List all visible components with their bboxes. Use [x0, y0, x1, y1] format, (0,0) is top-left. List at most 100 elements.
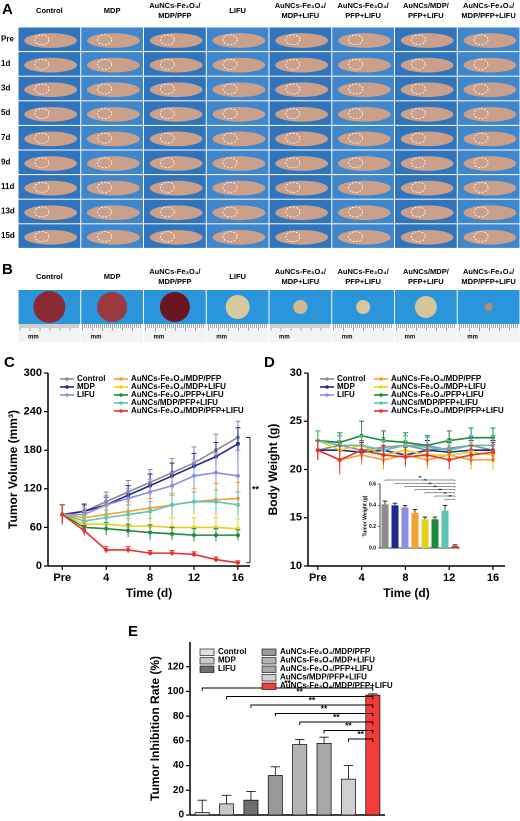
mouse: [212, 57, 266, 73]
point: [148, 530, 153, 535]
tumor-outline: [410, 58, 426, 70]
mouse: [149, 57, 203, 73]
tumor-outline: [410, 206, 426, 218]
legend-label: AuNCs-Fe₃O₄/MDP/PFP: [131, 374, 222, 383]
tumor-outline: [159, 157, 175, 169]
scale-unit: mm: [467, 335, 478, 341]
tumor-outline: [34, 58, 50, 70]
x-tick-label: Pre: [309, 572, 327, 584]
tumor-outline: [34, 157, 50, 169]
significance-label: **: [433, 484, 437, 489]
significance-bracket: [201, 687, 374, 691]
point: [235, 473, 240, 478]
legend-swatch: [261, 657, 277, 665]
column-header: AuNCs-Fe₃O₄/: [463, 267, 515, 276]
column-header: PFP+LIFU: [345, 11, 381, 20]
significance-label: **: [321, 703, 328, 713]
mouse: [275, 131, 328, 147]
tumor-outline: [473, 132, 489, 144]
x-tick-label: 12: [188, 572, 200, 584]
y-tick-label: 30: [290, 367, 302, 379]
y-tick-label: 120: [167, 661, 184, 672]
significance-label: **: [438, 488, 442, 493]
column-header: AuNCs-Fe₃O₄/: [149, 267, 201, 276]
mouse: [24, 229, 77, 245]
tumor: [225, 295, 250, 319]
mouse: [87, 131, 140, 147]
ruler: [332, 324, 394, 342]
legend-swatch: [199, 648, 215, 656]
point: [213, 470, 218, 475]
point: [192, 499, 197, 504]
bar: [365, 694, 381, 816]
x-tick-label: 4: [103, 572, 110, 584]
scale-unit: mm: [405, 335, 416, 341]
tumor-outline: [222, 83, 238, 95]
legend-marker: [119, 409, 123, 413]
tumor-outline: [285, 132, 301, 144]
column-header: AuNCs-Fe₃O₄/: [275, 267, 327, 276]
mouse: [400, 106, 454, 122]
tumor-outline: [285, 34, 301, 46]
mouse: [87, 229, 140, 245]
column-header: AuNCs-Fe₃O₄/: [275, 1, 327, 10]
mouse: [149, 180, 203, 196]
legend-label: MDP: [77, 382, 95, 391]
mouse: [212, 205, 266, 221]
tumor-outline: [348, 206, 363, 218]
legend-swatch: [199, 657, 215, 665]
tumor-outline: [348, 108, 363, 119]
column-header: LIFU: [229, 272, 246, 281]
tumor-outline: [285, 108, 301, 119]
point: [235, 502, 240, 507]
mouse: [24, 33, 77, 48]
legend-label: AuNCs-Fe₃O₄/MDP/PFP+LIFU: [131, 406, 244, 415]
tumor-outline: [222, 181, 238, 193]
point: [170, 531, 175, 536]
series: [59, 504, 241, 565]
y-tick-label: 20: [173, 785, 185, 796]
mouse: [275, 82, 328, 98]
tumor-outline: [97, 58, 112, 70]
tumor-outline: [159, 231, 175, 242]
tumor: [356, 300, 371, 314]
tumor-outline: [473, 108, 489, 119]
bar: [341, 778, 356, 816]
legend-marker: [65, 377, 69, 381]
mouse: [149, 229, 203, 245]
mouse: [149, 106, 203, 122]
significance-bracket: [444, 498, 456, 501]
tumor-outline: [410, 83, 426, 95]
legend-marker: [325, 393, 329, 397]
column-header: MDP: [104, 6, 121, 15]
point: [359, 448, 364, 453]
mouse: [87, 205, 140, 221]
legend-label: AuNCs-Fe₃O₄/MDP/PFP: [280, 647, 371, 656]
y-tick-label: 0: [178, 810, 184, 821]
mouse: [212, 180, 266, 196]
point: [447, 457, 452, 462]
significance-bracket: [246, 436, 251, 564]
column-header: Control: [36, 6, 63, 15]
legend-marker: [65, 393, 69, 397]
x-tick-label: Pre: [53, 572, 71, 584]
mouse: [338, 229, 391, 245]
y-tick-label: 0: [36, 560, 42, 572]
legend-swatch: [261, 682, 277, 690]
significance-label: **: [428, 481, 432, 486]
mouse: [24, 57, 77, 73]
bar: [391, 505, 399, 548]
tumor-outline: [473, 34, 489, 46]
tumor-outline: [410, 132, 426, 144]
mouse: [275, 33, 328, 48]
mouse: [275, 57, 328, 73]
tumor-outline: [222, 58, 238, 70]
tumor-outline: [348, 231, 363, 242]
bar: [421, 519, 429, 548]
x-tick-label: 16: [487, 572, 499, 584]
panel-label: E: [128, 623, 138, 640]
y-tick-label: 60: [30, 521, 42, 533]
mouse: [338, 33, 391, 48]
point: [126, 496, 131, 501]
bar: [292, 744, 308, 816]
